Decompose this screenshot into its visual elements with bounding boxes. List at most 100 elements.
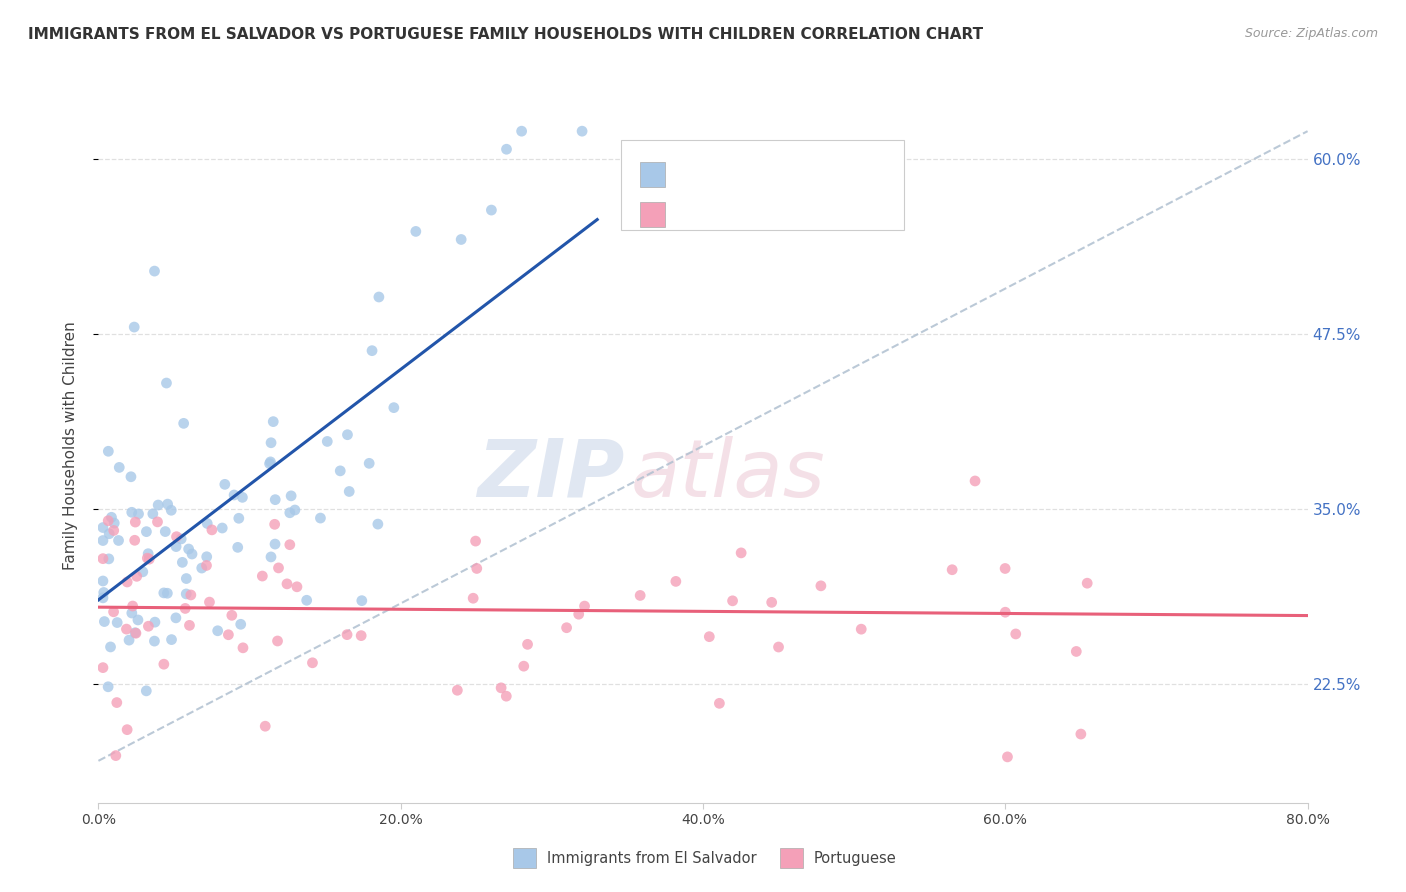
Point	[135, 524, 157, 539]
Point	[174, 587, 197, 601]
Point	[93, 585, 115, 599]
Point	[259, 455, 281, 469]
Point	[367, 290, 389, 304]
Point	[276, 577, 298, 591]
Text: atlas: atlas	[630, 435, 825, 514]
Point	[329, 464, 352, 478]
Point	[125, 626, 148, 640]
Point	[721, 594, 744, 608]
Point	[217, 628, 239, 642]
Point	[941, 563, 963, 577]
Point	[91, 591, 114, 605]
Point	[153, 657, 176, 672]
Point	[361, 343, 384, 358]
Point	[555, 621, 578, 635]
Point	[709, 696, 731, 710]
Point	[665, 574, 688, 589]
Text: Portuguese: Portuguese	[814, 851, 897, 865]
Point	[105, 696, 128, 710]
Point	[105, 615, 128, 630]
Point	[232, 640, 254, 655]
Point	[124, 533, 146, 548]
Point	[367, 517, 389, 532]
Point	[97, 552, 120, 566]
Point	[172, 555, 194, 569]
Point	[336, 427, 359, 442]
Point	[267, 561, 290, 575]
Point	[91, 533, 114, 548]
Point	[143, 264, 166, 278]
Point	[174, 601, 197, 615]
Text: N =: N =	[786, 167, 820, 182]
Point	[107, 533, 129, 548]
Text: 88: 88	[828, 167, 849, 182]
Point	[97, 444, 120, 458]
Point	[994, 561, 1017, 575]
Point	[1066, 644, 1088, 658]
Point	[135, 684, 157, 698]
Point	[697, 630, 720, 644]
Point	[143, 615, 166, 629]
Point	[91, 520, 114, 534]
Point	[120, 469, 142, 483]
Point	[103, 516, 125, 530]
Point	[495, 689, 517, 703]
Point	[195, 558, 218, 573]
Point	[125, 569, 148, 583]
Point	[160, 632, 183, 647]
Point	[761, 595, 783, 609]
Point	[142, 507, 165, 521]
Point	[259, 457, 281, 471]
Point	[994, 605, 1017, 619]
Point	[156, 586, 179, 600]
Point	[122, 320, 145, 334]
Point	[571, 124, 593, 138]
Point	[359, 456, 381, 470]
Point	[224, 488, 246, 502]
Point	[965, 474, 987, 488]
Point	[190, 561, 212, 575]
Point	[489, 681, 512, 695]
Point	[730, 546, 752, 560]
Point	[124, 515, 146, 529]
Point	[382, 401, 405, 415]
Point	[91, 551, 114, 566]
Point	[295, 593, 318, 607]
Point	[229, 617, 252, 632]
Point	[264, 492, 287, 507]
Point	[280, 489, 302, 503]
Point	[97, 680, 120, 694]
Point	[226, 541, 249, 555]
Point	[446, 683, 468, 698]
Text: 0.460: 0.460	[721, 167, 769, 182]
Point	[568, 607, 591, 622]
Point	[121, 599, 143, 613]
Point	[851, 622, 873, 636]
Point	[176, 572, 198, 586]
Point	[93, 615, 115, 629]
Point	[350, 629, 373, 643]
Point	[513, 659, 536, 673]
Text: ZIP: ZIP	[477, 435, 624, 514]
Point	[121, 505, 143, 519]
Point	[153, 586, 176, 600]
Point	[138, 619, 160, 633]
Point	[179, 618, 201, 632]
Point	[1004, 627, 1026, 641]
Point	[132, 565, 155, 579]
Point	[254, 719, 277, 733]
Point	[104, 748, 127, 763]
Point	[574, 599, 596, 613]
Point	[146, 515, 169, 529]
Point	[263, 517, 285, 532]
Point	[221, 608, 243, 623]
Text: 71: 71	[839, 207, 860, 222]
Point	[231, 491, 253, 505]
Point	[214, 477, 236, 491]
Point	[170, 532, 193, 546]
Text: R =: R =	[676, 167, 710, 182]
Point	[177, 542, 200, 557]
Point	[181, 547, 204, 561]
Point	[166, 530, 188, 544]
Point	[165, 540, 187, 554]
